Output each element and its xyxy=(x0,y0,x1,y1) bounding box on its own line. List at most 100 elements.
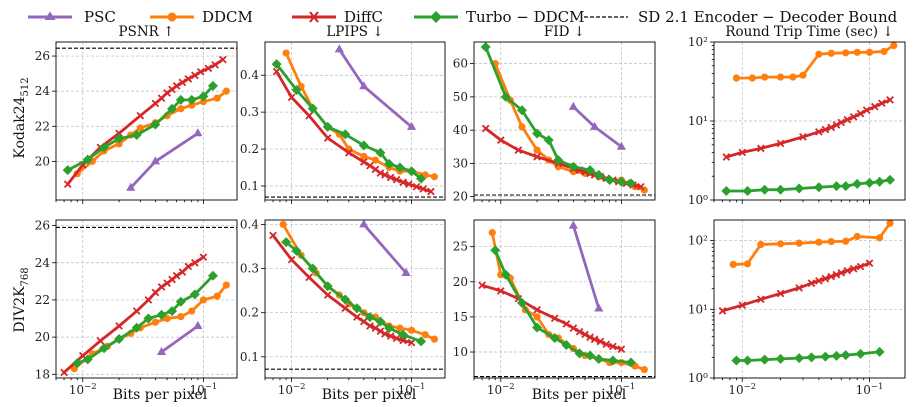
data-point-ddcm xyxy=(177,105,185,113)
data-point-diffc xyxy=(359,317,368,326)
data-point-diffc xyxy=(211,60,219,69)
row-label-div2k: DIV2K768 xyxy=(12,267,31,332)
data-point-diffc xyxy=(757,295,765,304)
data-point-ddcm xyxy=(853,232,861,241)
data-point-turbo-ddcm xyxy=(568,161,579,172)
data-point-diffc xyxy=(386,173,395,182)
data-point-ddcm xyxy=(757,240,765,249)
series-line-diffc xyxy=(484,127,643,189)
legend-label-bound: SD 2.1 Encoder − Decoder Bound xyxy=(638,8,898,26)
data-point-ddcm xyxy=(865,48,874,56)
data-point-diffc xyxy=(199,253,208,262)
data-point-diffc xyxy=(196,68,205,76)
data-point-ddcm xyxy=(729,260,737,269)
legend-triangle-icon xyxy=(44,11,56,20)
data-point-ddcm xyxy=(213,292,221,300)
y-tick-label: 26 xyxy=(35,219,50,233)
data-point-diffc xyxy=(376,327,385,336)
data-point-diffc xyxy=(157,283,166,291)
data-point-turbo-ddcm xyxy=(855,348,866,359)
data-point-diffc xyxy=(405,180,413,188)
data-point-diffc xyxy=(371,165,380,174)
y-tick-label: 22 xyxy=(35,293,50,307)
data-point-ddcm xyxy=(827,237,835,246)
data-point-diffc xyxy=(381,330,389,338)
data-point-diffc xyxy=(136,111,145,120)
data-point-diffc xyxy=(738,301,747,310)
data-point-diffc xyxy=(832,270,841,279)
series-group xyxy=(62,55,230,191)
x-axis-label-col-3: Bits per pixel xyxy=(532,387,627,403)
panel-r0-c2: 20 30 40 50 60 FID ↓ xyxy=(453,24,656,204)
data-point-ddcm xyxy=(761,73,769,81)
data-point-turbo-ddcm xyxy=(549,332,560,343)
data-point-diffc xyxy=(144,296,153,304)
data-point-turbo-ddcm xyxy=(375,316,386,327)
data-point-psc xyxy=(193,128,203,137)
data-point-turbo-ddcm xyxy=(500,91,511,102)
x-tick-label: 10−1 xyxy=(189,382,217,397)
x-tick-label: 10−2 xyxy=(69,382,97,397)
y-tick-label: 10¹ xyxy=(688,302,708,316)
data-point-diffc xyxy=(287,93,296,102)
data-point-turbo-ddcm xyxy=(561,339,572,350)
series-group xyxy=(271,44,438,196)
axes-frame xyxy=(473,41,656,201)
data-point-ddcm xyxy=(890,42,898,50)
legend-diamond-icon xyxy=(430,11,442,23)
data-point-turbo-ddcm xyxy=(156,309,167,320)
y-tick-label: 30 xyxy=(453,156,468,170)
data-point-diffc xyxy=(722,153,731,161)
svg-text:Kodak24512: Kodak24512 xyxy=(12,77,31,158)
data-point-ddcm xyxy=(188,307,196,315)
data-point-psc xyxy=(126,182,136,191)
data-point-diffc xyxy=(204,64,213,73)
data-point-psc xyxy=(590,121,600,130)
y-tick-label: 0.2 xyxy=(240,306,259,320)
data-point-diffc xyxy=(757,144,765,153)
data-point-turbo-ddcm xyxy=(340,294,351,305)
data-point-diffc xyxy=(821,274,830,283)
panel-r0-c0: 20 22 24 26 PSNR ↑ xyxy=(35,24,238,204)
data-point-turbo-ddcm xyxy=(574,348,585,359)
data-point-turbo-ddcm xyxy=(553,155,564,166)
data-point-turbo-ddcm xyxy=(543,135,554,146)
legend-entry-bound: SD 2.1 Encoder − Decoder Bound xyxy=(584,8,898,26)
data-point-diffc xyxy=(586,333,594,342)
data-point-turbo-ddcm xyxy=(532,322,543,333)
data-point-turbo-ddcm xyxy=(72,358,83,369)
data-point-diffc xyxy=(191,258,199,267)
x-axis-label-col-1: Bits per pixel xyxy=(113,387,208,403)
y-tick-label: 40 xyxy=(453,123,468,137)
data-point-turbo-ddcm xyxy=(384,158,395,169)
y-tick-label: 18 xyxy=(35,367,50,381)
data-point-turbo-ddcm xyxy=(604,175,615,186)
series-line-psc xyxy=(572,224,601,310)
data-point-diffc xyxy=(323,291,332,299)
grid-lines xyxy=(265,220,445,378)
series-group xyxy=(60,253,230,377)
data-point-diffc xyxy=(862,106,871,115)
data-point-diffc xyxy=(345,148,353,157)
data-point-diffc xyxy=(115,129,123,138)
data-point-ddcm xyxy=(213,94,221,102)
axes-frame xyxy=(473,219,656,379)
data-point-turbo-ddcm xyxy=(394,162,405,173)
data-point-turbo-ddcm xyxy=(874,346,885,357)
data-point-diffc xyxy=(533,152,541,161)
data-point-turbo-ddcm xyxy=(175,94,186,105)
data-point-diffc xyxy=(870,102,879,111)
panel-title: Round Trip Time (sec) ↓ xyxy=(725,24,893,40)
data-point-turbo-ddcm xyxy=(167,103,178,114)
row-label-kodak-main: Kodak24 xyxy=(12,96,28,158)
data-point-turbo-ddcm xyxy=(585,350,596,361)
data-point-ddcm xyxy=(430,335,438,343)
legend-label-ddcm: DDCM xyxy=(202,8,253,26)
data-point-turbo-ddcm xyxy=(150,119,161,130)
data-point-diffc xyxy=(163,89,171,97)
data-point-diffc xyxy=(837,269,846,277)
panel-r0-c1: 0.1 0.2 0.3 0.4 LPIPS ↓ xyxy=(240,24,446,204)
data-point-ddcm xyxy=(827,49,835,57)
y-tick-label: 0.4 xyxy=(240,217,259,231)
data-point-diffc xyxy=(392,175,401,184)
